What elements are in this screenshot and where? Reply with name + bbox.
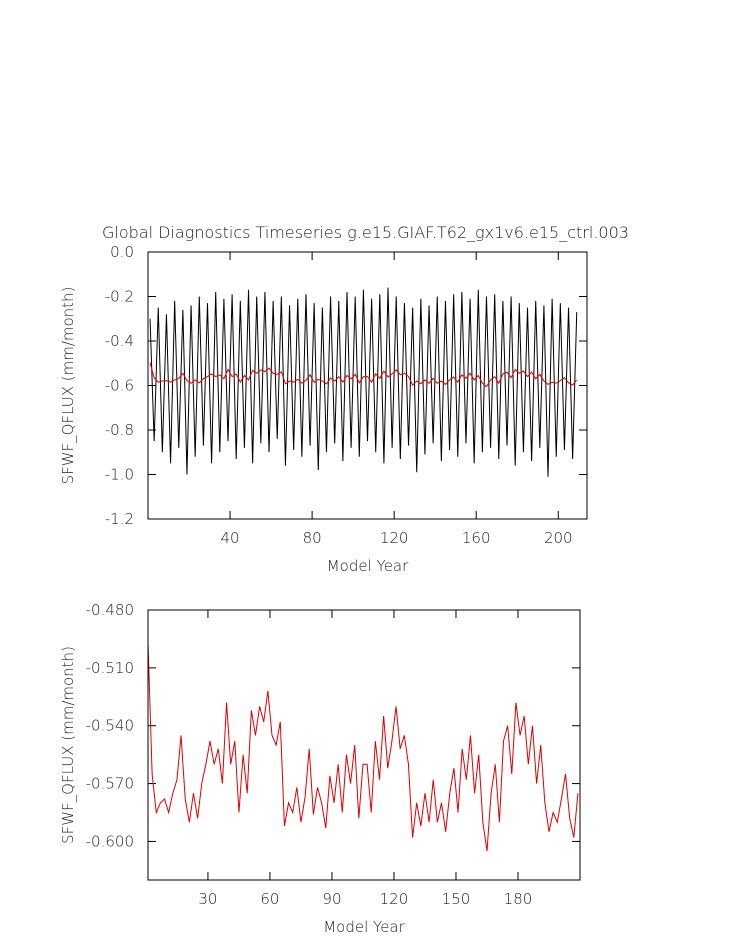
x-tick-label: 150 — [442, 890, 471, 908]
x-tick-label: 120 — [380, 890, 409, 908]
y-tick-label: 0.0 — [110, 243, 134, 261]
data-line — [149, 362, 578, 388]
plot-frame — [147, 251, 588, 520]
x-tick-label: 80 — [303, 529, 322, 547]
y-tick-label: -0.6 — [105, 377, 134, 395]
y-tick-label: -1.2 — [105, 510, 134, 528]
x-tick-label: 120 — [380, 529, 409, 547]
x-tick-label: 40 — [221, 529, 240, 547]
y-tick-label: -0.2 — [105, 288, 134, 306]
x-axis-label: Model Year — [323, 918, 405, 936]
y-tick-label: -0.510 — [86, 659, 134, 677]
y-tick-label: -1.0 — [105, 466, 134, 484]
y-tick-label: -0.480 — [86, 601, 134, 619]
x-tick-label: 90 — [322, 890, 341, 908]
x-tick-label: 60 — [260, 890, 279, 908]
y-tick-label: -0.8 — [105, 421, 134, 439]
x-tick-label: 30 — [198, 890, 217, 908]
y-tick-label: -0.540 — [86, 717, 134, 735]
data-line — [149, 287, 578, 477]
y-axis-label: SFWF_QFLUX (mm/month) — [59, 646, 77, 844]
y-tick-label: -0.4 — [105, 332, 134, 350]
y-tick-label: -0.600 — [86, 832, 134, 850]
plot-frame — [147, 609, 581, 881]
x-axis-label: Model Year — [327, 557, 409, 575]
x-tick-label: 200 — [544, 529, 573, 547]
chart-title: Global Diagnostics Timeseries g.e15.GIAF… — [102, 223, 629, 242]
y-tick-label: -0.570 — [86, 775, 134, 793]
x-tick-label: 180 — [504, 890, 533, 908]
x-tick-label: 160 — [462, 529, 491, 547]
y-axis-label: SFWF_QFLUX (mm/month) — [59, 287, 77, 485]
data-line — [147, 642, 579, 852]
